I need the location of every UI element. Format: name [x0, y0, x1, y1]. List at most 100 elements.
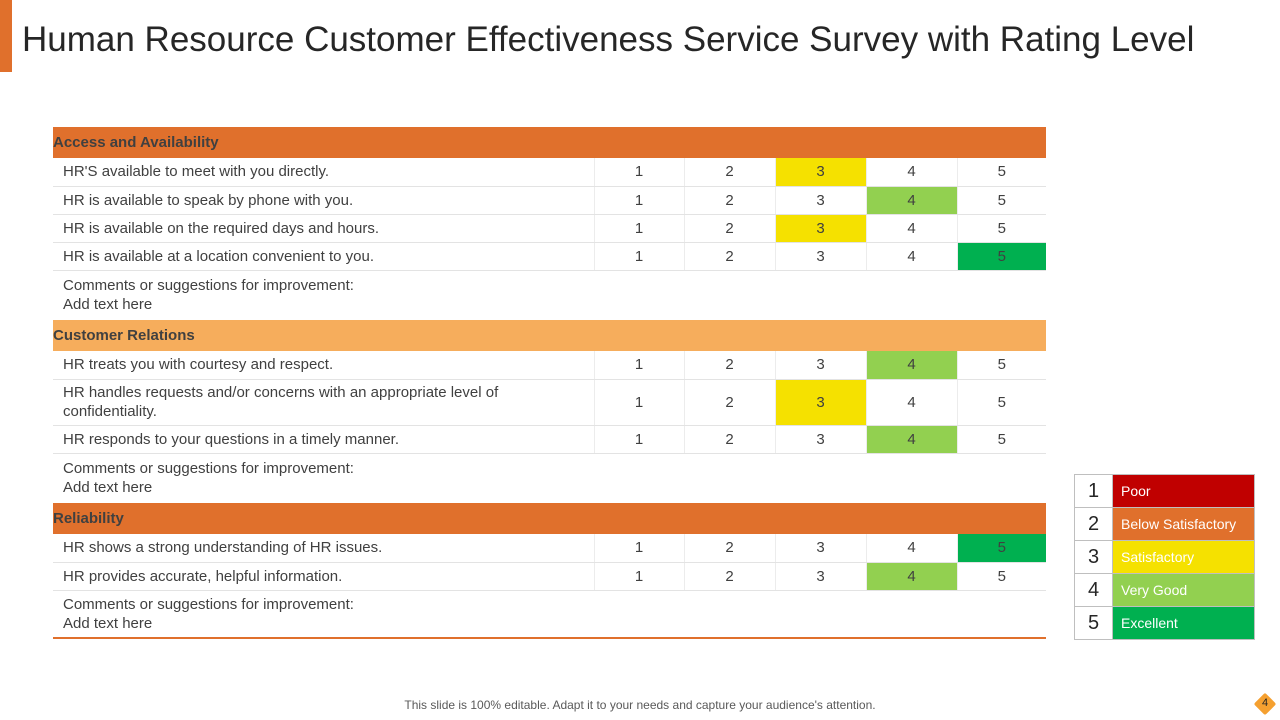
- rating-cell-4[interactable]: 4: [865, 562, 957, 591]
- rating-cell-5[interactable]: 5: [956, 351, 1047, 380]
- survey-table: Access and Availability HR'S available to…: [53, 127, 1047, 639]
- comment-cell[interactable]: Comments or suggestions for improvement:…: [53, 590, 1047, 639]
- rating-cell-4[interactable]: 4: [865, 425, 957, 454]
- rating-cell-5[interactable]: 5: [956, 425, 1047, 454]
- section-header: Customer Relations: [53, 320, 1047, 351]
- question-text: HR treats you with courtesy and respect.: [53, 351, 594, 380]
- rating-cell-4[interactable]: 4: [865, 158, 957, 187]
- question-row: HR handles requests and/or concerns with…: [53, 379, 1047, 426]
- question-row: HR shows a strong understanding of HR is…: [53, 534, 1047, 563]
- question-row: HR is available on the required days and…: [53, 214, 1047, 243]
- rating-cell-2[interactable]: 2: [683, 242, 775, 271]
- rating-cell-2[interactable]: 2: [683, 562, 775, 591]
- footer-note: This slide is 100% editable. Adapt it to…: [404, 698, 876, 712]
- rating-cell-5[interactable]: 5: [956, 158, 1047, 187]
- rating-cell-1[interactable]: 1: [593, 214, 684, 243]
- rating-cell-3[interactable]: 3: [774, 562, 866, 591]
- rating-cell-5[interactable]: 5: [956, 562, 1047, 591]
- comment-cell[interactable]: Comments or suggestions for improvement:…: [53, 270, 1046, 320]
- legend-number: 2: [1074, 507, 1113, 541]
- legend-row: 2 Below Satisfactory: [1074, 507, 1255, 541]
- legend-label: Very Good: [1112, 573, 1255, 607]
- rating-cell-3[interactable]: 3: [774, 158, 866, 187]
- page-number-badge: 4: [1253, 692, 1277, 716]
- rating-cell-1[interactable]: 1: [593, 425, 684, 454]
- rating-cell-3[interactable]: 3: [774, 425, 866, 454]
- comment-row: Comments or suggestions for improvement:…: [53, 270, 1046, 320]
- rating-cell-3[interactable]: 3: [774, 186, 866, 215]
- legend-row: 4 Very Good: [1074, 573, 1255, 607]
- section-header: Access and Availability: [53, 127, 1047, 158]
- legend-row: 3 Satisfactory: [1074, 540, 1255, 574]
- question-row: HR is available at a location convenient…: [53, 242, 1047, 271]
- rating-cell-5[interactable]: 5: [956, 534, 1047, 563]
- rating-cell-3[interactable]: 3: [774, 214, 866, 243]
- comment-row: Comments or suggestions for improvement:…: [53, 453, 1046, 503]
- rating-cell-1[interactable]: 1: [593, 158, 684, 187]
- rating-cell-3[interactable]: 3: [774, 351, 866, 380]
- rating-cell-5[interactable]: 5: [956, 379, 1047, 426]
- comment-placeholder[interactable]: Add text here: [63, 479, 153, 497]
- rating-legend: 1 Poor 2 Below Satisfactory 3 Satisfactory 4 Ve…: [1074, 474, 1255, 640]
- legend-label: Poor: [1112, 474, 1255, 508]
- section-title: Customer Relations: [53, 320, 1047, 351]
- comment-placeholder[interactable]: Add text here: [63, 614, 153, 632]
- legend-row: 1 Poor: [1074, 474, 1255, 508]
- rating-cell-2[interactable]: 2: [683, 379, 775, 426]
- rating-cell-1[interactable]: 1: [593, 379, 684, 426]
- question-text: HR is available to speak by phone with y…: [53, 186, 594, 215]
- rating-cell-1[interactable]: 1: [593, 562, 684, 591]
- comment-label: Comments or suggestions for improvement:: [63, 595, 354, 613]
- question-text: HR'S available to meet with you directly…: [53, 158, 594, 187]
- rating-cell-2[interactable]: 2: [683, 214, 775, 243]
- rating-cell-2[interactable]: 2: [683, 351, 775, 380]
- legend-label: Below Satisfactory: [1112, 507, 1255, 541]
- rating-cell-5[interactable]: 5: [956, 186, 1047, 215]
- question-text: HR is available on the required days and…: [53, 214, 594, 243]
- rating-cell-4[interactable]: 4: [865, 214, 957, 243]
- section-title: Access and Availability: [53, 127, 1047, 158]
- rating-cell-1[interactable]: 1: [593, 186, 684, 215]
- page-number: 4: [1261, 697, 1269, 709]
- comment-label: Comments or suggestions for improvement:: [63, 460, 354, 478]
- question-text: HR handles requests and/or concerns with…: [53, 379, 594, 426]
- section-header: Reliability: [53, 503, 1047, 534]
- comment-row: Comments or suggestions for improvement:…: [53, 590, 1047, 639]
- legend-label: Satisfactory: [1112, 540, 1255, 574]
- page-title: Human Resource Customer Effectiveness Se…: [22, 20, 1195, 59]
- question-row: HR is available to speak by phone with y…: [53, 186, 1047, 215]
- rating-cell-3[interactable]: 3: [774, 242, 866, 271]
- legend-number: 5: [1074, 606, 1113, 640]
- rating-cell-5[interactable]: 5: [956, 214, 1047, 243]
- rating-cell-3[interactable]: 3: [774, 379, 866, 426]
- question-row: HR treats you with courtesy and respect.…: [53, 351, 1047, 380]
- rating-cell-1[interactable]: 1: [593, 351, 684, 380]
- question-row: HR provides accurate, helpful informatio…: [53, 562, 1047, 591]
- question-text: HR is available at a location convenient…: [53, 242, 594, 271]
- rating-cell-2[interactable]: 2: [683, 425, 775, 454]
- rating-cell-4[interactable]: 4: [865, 186, 957, 215]
- rating-cell-4[interactable]: 4: [865, 242, 957, 271]
- title-accent-bar: [0, 0, 12, 72]
- question-text: HR provides accurate, helpful informatio…: [53, 562, 594, 591]
- comment-label: Comments or suggestions for improvement:: [63, 277, 354, 295]
- legend-label: Excellent: [1112, 606, 1255, 640]
- legend-number: 3: [1074, 540, 1113, 574]
- rating-cell-1[interactable]: 1: [593, 242, 684, 271]
- question-row: HR'S available to meet with you directly…: [53, 158, 1047, 187]
- rating-cell-3[interactable]: 3: [774, 534, 866, 563]
- rating-cell-2[interactable]: 2: [683, 158, 775, 187]
- rating-cell-1[interactable]: 1: [593, 534, 684, 563]
- rating-cell-4[interactable]: 4: [865, 379, 957, 426]
- rating-cell-5[interactable]: 5: [956, 242, 1047, 271]
- legend-number: 4: [1074, 573, 1113, 607]
- rating-cell-4[interactable]: 4: [865, 351, 957, 380]
- rating-cell-2[interactable]: 2: [683, 186, 775, 215]
- comment-cell[interactable]: Comments or suggestions for improvement:…: [53, 453, 1046, 503]
- comment-placeholder[interactable]: Add text here: [63, 296, 153, 314]
- rating-cell-4[interactable]: 4: [865, 534, 957, 563]
- question-text: HR responds to your questions in a timel…: [53, 425, 594, 454]
- question-text: HR shows a strong understanding of HR is…: [53, 534, 594, 563]
- section-title: Reliability: [53, 503, 1047, 534]
- rating-cell-2[interactable]: 2: [683, 534, 775, 563]
